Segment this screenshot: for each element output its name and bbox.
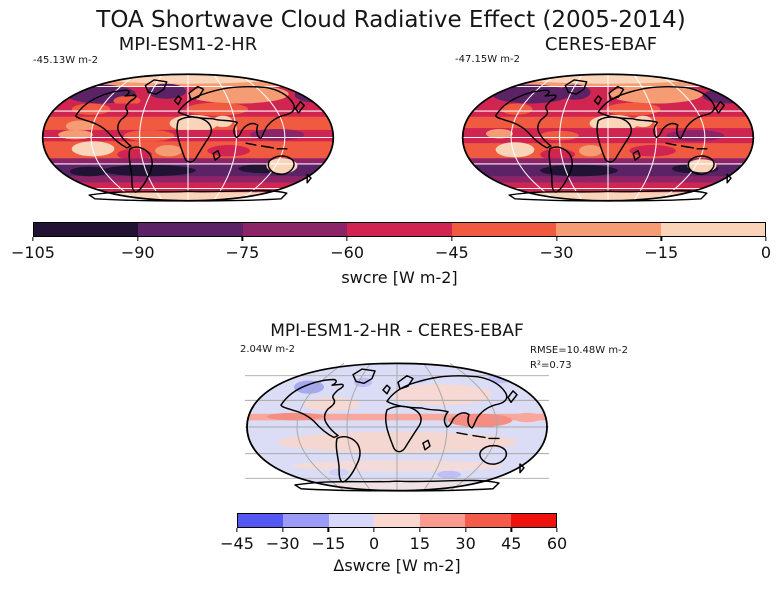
obs-mean-annotation: -47.15W m-2 — [455, 54, 521, 65]
colorbar-segment — [34, 223, 139, 236]
colorbar-tick-label: −45 — [220, 534, 254, 553]
colorbar-segment — [138, 223, 243, 236]
model-map — [40, 73, 336, 202]
colorbar-segment — [419, 514, 466, 527]
colorbar-tick-label: 45 — [501, 534, 522, 553]
colorbar-tick-label: −75 — [225, 243, 260, 262]
colorbar-tick — [765, 237, 767, 241]
colorbar-tick — [556, 528, 558, 532]
colorbar-tick-label: −15 — [311, 534, 346, 553]
colorbar-tick — [373, 528, 375, 532]
colorbar-tick — [137, 237, 139, 241]
colorbar-segment — [283, 514, 329, 527]
colorbar-tick — [32, 237, 34, 241]
colorbar-tick — [282, 528, 284, 532]
colorbar-tick-label: −60 — [330, 243, 365, 262]
colorbar-tick-label: −30 — [265, 534, 300, 553]
colorbar-segment — [510, 514, 556, 527]
colorbar-tick-label: 0 — [760, 243, 772, 262]
colorbar-segment — [465, 514, 511, 527]
colorbar-segment — [374, 514, 420, 527]
colorbar-segment — [242, 223, 348, 236]
colorbar-tick — [346, 237, 348, 241]
colorbar-dswcre: −45 −30 −15 0 15 30 45 60 — [220, 513, 567, 553]
colorbar-tick-label: −105 — [11, 243, 55, 262]
diff-r2-annotation: R²=0.73 — [530, 360, 572, 371]
colorbar-tick — [327, 528, 330, 532]
colorbar-segment — [328, 514, 375, 527]
diff-rmse-annotation: RMSE=10.48W m-2 — [530, 345, 629, 356]
colorbar-tick — [464, 528, 467, 532]
diff-mean-annotation: 2.04W m-2 — [240, 344, 296, 355]
colorbar-swcre-label: swcre [W m-2] — [341, 268, 458, 287]
obs-panel-title: CERES-EBAF — [544, 34, 658, 55]
colorbar-tick — [451, 237, 453, 241]
diff-map — [244, 362, 550, 492]
obs-map — [460, 73, 756, 202]
colorbar-segment — [660, 223, 765, 236]
model-mean-annotation: -45.13W m-2 — [33, 55, 99, 66]
colorbar-tick-label: 15 — [409, 534, 431, 553]
model-panel-title: MPI-ESM1-2-HR — [118, 34, 258, 55]
colorbar-tick-label: −15 — [644, 243, 679, 262]
colorbar-dswcre-ticks: −45 −30 −15 0 15 30 45 60 — [220, 528, 567, 554]
colorbar-tick — [555, 237, 558, 241]
colorbar-swcre: −105 −90 −75 −60 −45 −30 −15 0 — [11, 222, 771, 262]
colorbar-swcre-ticks: −105 −90 −75 −60 −45 −30 −15 0 — [11, 237, 771, 263]
colorbar-tick-label: −45 — [434, 243, 469, 262]
colorbar-swcre-segments — [33, 222, 766, 237]
colorbar-dswcre-label: Δswcre [W m-2] — [333, 556, 461, 575]
colorbar-tick-label: −90 — [120, 243, 155, 262]
colorbar-tick — [510, 528, 512, 532]
colorbar-tick-label: −30 — [539, 243, 574, 262]
diff-panel-title: MPI-ESM1-2-HR - CERES-EBAF — [270, 321, 524, 341]
colorbar-dswcre-segments — [237, 513, 557, 528]
colorbar-segment — [556, 223, 661, 236]
colorbar-segment — [238, 514, 284, 527]
colorbar-tick — [660, 237, 662, 241]
colorbar-tick-label: 0 — [369, 534, 380, 553]
colorbar-tick — [241, 237, 244, 241]
colorbar-tick-label: 60 — [546, 534, 568, 553]
figure-title: TOA Shortwave Cloud Radiative Effect (20… — [96, 7, 686, 33]
colorbar-tick-label: 30 — [455, 534, 476, 553]
colorbar-segment — [347, 223, 452, 236]
colorbar-segment — [451, 223, 557, 236]
colorbar-tick — [419, 528, 421, 532]
colorbar-tick — [236, 528, 238, 532]
